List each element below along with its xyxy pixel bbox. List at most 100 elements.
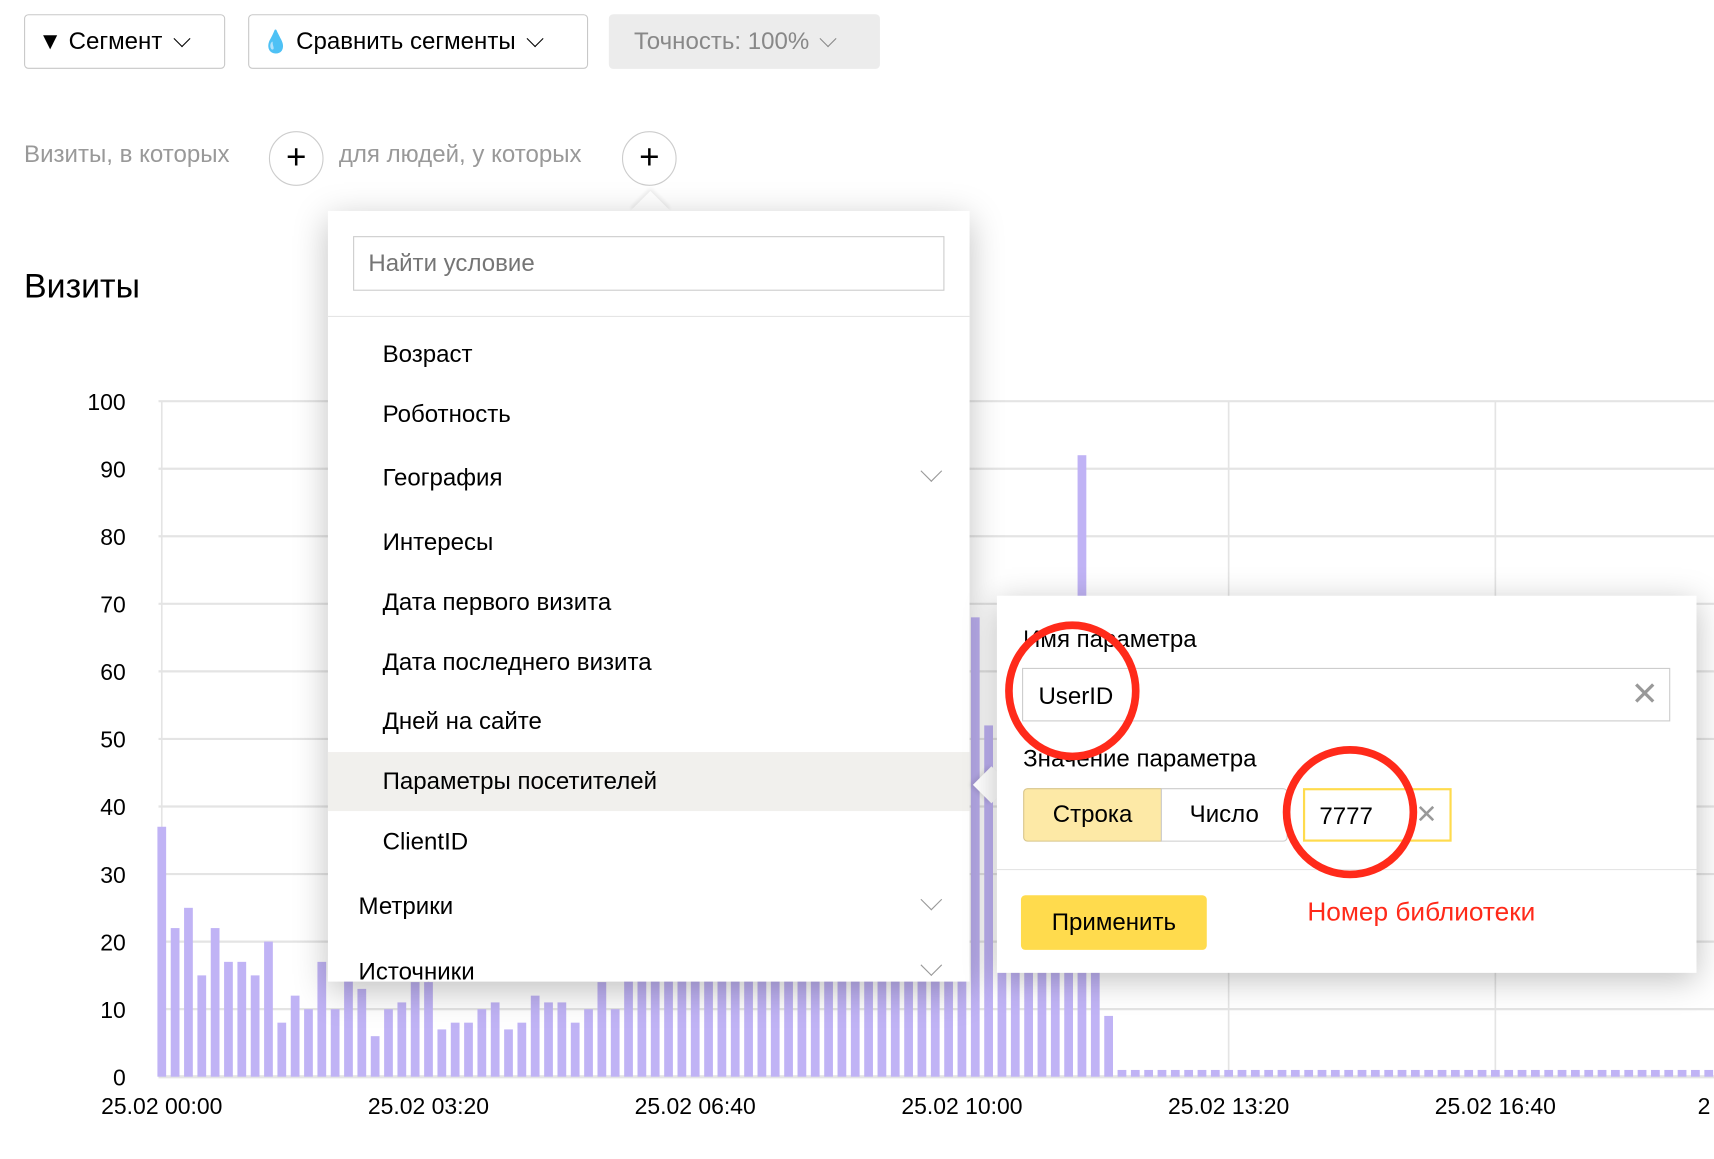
y-tick-label: 40 <box>100 794 126 820</box>
bar <box>970 617 980 1077</box>
bar <box>1504 1069 1514 1077</box>
chevron-down-icon <box>526 29 544 47</box>
bar <box>530 995 540 1077</box>
bar <box>1544 1069 1554 1077</box>
bar <box>1210 1069 1220 1077</box>
condition-group-label: Метрики <box>358 891 454 920</box>
y-tick-label: 90 <box>100 456 126 482</box>
bar <box>197 975 207 1077</box>
drops-icon: 💧 <box>262 30 290 55</box>
bar <box>1304 1069 1314 1077</box>
bar <box>557 1002 567 1077</box>
bar <box>1117 1069 1127 1077</box>
condition-item[interactable]: Параметры посетителей <box>327 752 970 812</box>
bar <box>570 1022 580 1077</box>
bar <box>1104 1015 1113 1077</box>
bar <box>1517 1069 1527 1077</box>
condition-group-label: Источники <box>358 957 475 982</box>
add-people-condition-button[interactable]: + <box>621 131 677 186</box>
param-name-input[interactable]: UserID <box>1022 667 1671 722</box>
bar <box>1424 1069 1434 1077</box>
condition-item[interactable]: Интересы <box>328 513 970 572</box>
bar <box>210 928 220 1077</box>
x-tick-label: 25.02 00:00 <box>101 1093 222 1119</box>
accuracy-dropdown[interactable]: Точность: 100% <box>608 14 880 69</box>
apply-button[interactable]: Применить <box>1020 895 1207 950</box>
bar <box>610 1009 620 1077</box>
bar <box>437 1029 447 1077</box>
bar <box>1437 1069 1447 1077</box>
bar <box>1184 1069 1194 1077</box>
condition-item[interactable]: Дата первого визита <box>328 573 970 632</box>
bar <box>1290 1069 1300 1077</box>
x-tick-label: 25.02 13:20 <box>1168 1093 1289 1119</box>
bar <box>1691 1069 1700 1077</box>
bar <box>504 1029 513 1077</box>
clear-icon[interactable]: ✕ <box>1630 676 1659 713</box>
bar <box>1450 1069 1460 1077</box>
annotation-text: Номер библиотеки <box>1307 897 1536 927</box>
bar <box>304 1009 313 1077</box>
bar <box>1170 1069 1180 1077</box>
y-tick-label: 10 <box>100 997 126 1023</box>
bar <box>170 928 180 1077</box>
condition-group[interactable]: Метрики <box>328 877 970 936</box>
condition-item-label: Дата первого визита <box>382 588 612 616</box>
bar <box>250 975 260 1077</box>
people-condition-label: для людей, у которых <box>338 139 582 168</box>
bar <box>1090 874 1100 1077</box>
chevron-down-icon <box>920 888 943 911</box>
bar <box>1571 1069 1580 1077</box>
bar <box>264 941 273 1077</box>
x-tick-label: 25.02 10:00 <box>901 1093 1022 1119</box>
condition-item[interactable]: ClientID <box>328 812 970 871</box>
y-tick-label: 100 <box>87 389 125 415</box>
condition-item-label: Возраст <box>382 339 473 368</box>
bar <box>1584 1069 1594 1077</box>
bar <box>290 995 300 1077</box>
condition-group[interactable]: Источники <box>328 942 970 982</box>
condition-dropdown: Возраст Роботность География Интересы Дата п… <box>327 210 970 982</box>
bar <box>384 1009 393 1077</box>
y-tick-label: 30 <box>100 862 126 888</box>
compare-segments-button[interactable]: 💧 Сравнить сегменты <box>248 14 589 69</box>
bar <box>1677 1069 1687 1077</box>
bar <box>1197 1069 1207 1077</box>
bar <box>1144 1069 1154 1077</box>
bar <box>1357 1069 1367 1077</box>
bar <box>410 982 420 1077</box>
condition-item[interactable]: Роботность <box>328 385 970 444</box>
bar <box>1237 1069 1247 1077</box>
bar <box>984 725 993 1077</box>
segment-button[interactable]: ▼ Сегмент <box>24 14 226 69</box>
condition-item[interactable]: География <box>328 448 970 507</box>
bar <box>1130 1069 1140 1077</box>
bar <box>1557 1069 1567 1077</box>
bar <box>464 1022 473 1077</box>
y-tick-label: 80 <box>100 524 126 550</box>
bar <box>1597 1069 1607 1077</box>
bar <box>1224 1069 1234 1077</box>
bar <box>184 907 193 1077</box>
condition-item[interactable]: Возраст <box>328 325 970 384</box>
add-visit-condition-button[interactable]: + <box>268 131 324 186</box>
clear-icon[interactable]: ✕ <box>1415 800 1438 830</box>
bar <box>450 1022 460 1077</box>
bar <box>1330 1069 1340 1077</box>
condition-item-label: Параметры посетителей <box>382 767 658 795</box>
x-tick-label: 25.02 03:20 <box>368 1093 489 1119</box>
segment-label: Сегмент <box>68 27 163 55</box>
bar <box>1477 1069 1487 1077</box>
chevron-down-icon <box>920 460 943 482</box>
type-number-option[interactable]: Число <box>1160 788 1288 842</box>
y-tick-label: 0 <box>113 1064 126 1090</box>
bar <box>370 1036 380 1077</box>
condition-item[interactable]: Дата последнего визита <box>328 633 970 692</box>
bar <box>1704 1069 1714 1077</box>
condition-item-label: Интересы <box>382 527 494 556</box>
bar <box>1651 1069 1660 1077</box>
type-string-option[interactable]: Строка <box>1023 788 1162 842</box>
condition-search-input[interactable] <box>353 236 945 291</box>
condition-item[interactable]: Дней на сайте <box>328 692 970 751</box>
y-tick-label: 20 <box>100 929 126 955</box>
